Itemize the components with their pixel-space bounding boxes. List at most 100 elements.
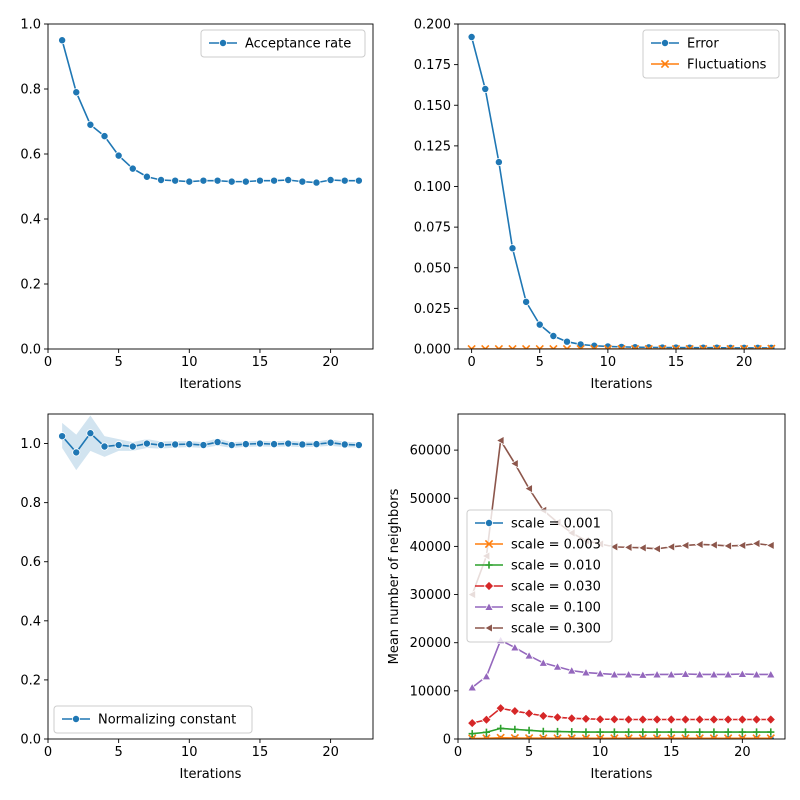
series-line [472,736,771,739]
data-point [142,172,151,181]
data-point [185,440,194,449]
data-point [100,442,109,451]
data-point [481,671,492,681]
x-axis-label: Iterations [591,767,653,782]
data-point [535,320,544,329]
y-tick-label: 0.000 [414,343,451,358]
legend-label: scale = 0.030 [511,580,601,595]
data-point [709,669,719,679]
y-tick-label: 1.0 [20,18,41,33]
data-point [522,297,531,306]
legend-marker [72,715,81,724]
legend-label: scale = 0.001 [511,517,601,532]
data-point [681,734,690,739]
data-point [100,132,109,141]
chart-norm: 0 5 10 15 20 0.0 0.2 0.4 0.6 0.8 1.0 Iterations Norm… [20,413,374,782]
series-err-1 [467,344,776,349]
data-point [566,713,577,724]
data-point [114,441,123,450]
legend-marker [484,539,494,549]
x-tick-label: 15 [252,355,269,370]
data-point [72,448,81,457]
data-point [171,440,180,449]
data-point [568,728,576,736]
legend-item: scale = 0.300 [475,622,601,637]
data-point [751,538,761,549]
data-point [752,728,761,736]
data-point [567,734,576,739]
data-point [157,175,166,184]
legend-item: scale = 0.010 [475,559,601,574]
data-point [581,667,591,677]
data-point [667,734,676,739]
data-point [326,175,335,184]
data-point [694,539,704,550]
legend-marker [660,59,670,69]
data-point [467,682,478,692]
legend: Normalizing constant [53,705,253,734]
legend-item: scale = 0.030 [475,580,601,595]
data-point [566,665,577,675]
data-point [739,344,749,349]
data-point [284,439,293,448]
data-point [581,734,591,739]
data-point [710,728,718,736]
data-point [538,710,549,722]
data-point [157,441,166,450]
data-point [340,440,349,449]
data-point [666,542,676,552]
data-point [482,728,491,736]
data-point [738,734,747,739]
data-point [737,714,748,725]
legend-box [200,29,366,58]
data-point [699,343,708,349]
x-tick-label: 15 [252,745,269,760]
plot-area [48,24,373,349]
data-point [562,344,572,349]
data-point [652,734,662,739]
data-point [658,344,667,349]
data-point [637,669,648,679]
legend-label: scale = 0.003 [511,538,601,553]
data-point [354,441,363,450]
y-tick-label: 0.6 [20,148,41,163]
y-tick-label: 20000 [410,636,451,651]
legend-label: Normalizing constant [98,713,236,728]
legend-marker [483,580,495,592]
legend-item: scale = 0.003 [475,538,601,553]
data-point [723,669,734,679]
data-point [539,727,547,735]
y-tick-label: 0.0 [20,343,41,358]
y-tick-label: 30000 [410,588,451,603]
data-point [549,344,558,349]
y-tick-label: 10000 [410,684,451,699]
data-point [666,669,677,679]
x-tick-label: 0 [467,355,475,370]
data-point [340,176,349,185]
data-point [213,438,222,447]
x-tick-label: 20 [736,355,753,370]
y-tick-label: 0.8 [20,83,41,98]
data-point [128,442,137,451]
data-point [508,344,517,349]
data-point [726,344,735,349]
data-point [685,344,694,349]
legend-marker [218,39,227,48]
data-point [482,734,491,739]
data-point [114,151,123,160]
data-point [596,734,605,739]
data-point [213,176,222,185]
data-point [580,713,592,724]
data-point [524,483,533,494]
data-point [667,728,675,736]
x-tick-label: 10 [181,745,198,760]
data-point [639,728,647,736]
data-point [609,542,619,552]
data-point [199,441,208,450]
data-point [625,728,633,736]
y-tick-label: 0 [443,733,451,748]
data-point [312,178,321,187]
data-layer [58,415,363,471]
legend-box [642,29,780,79]
